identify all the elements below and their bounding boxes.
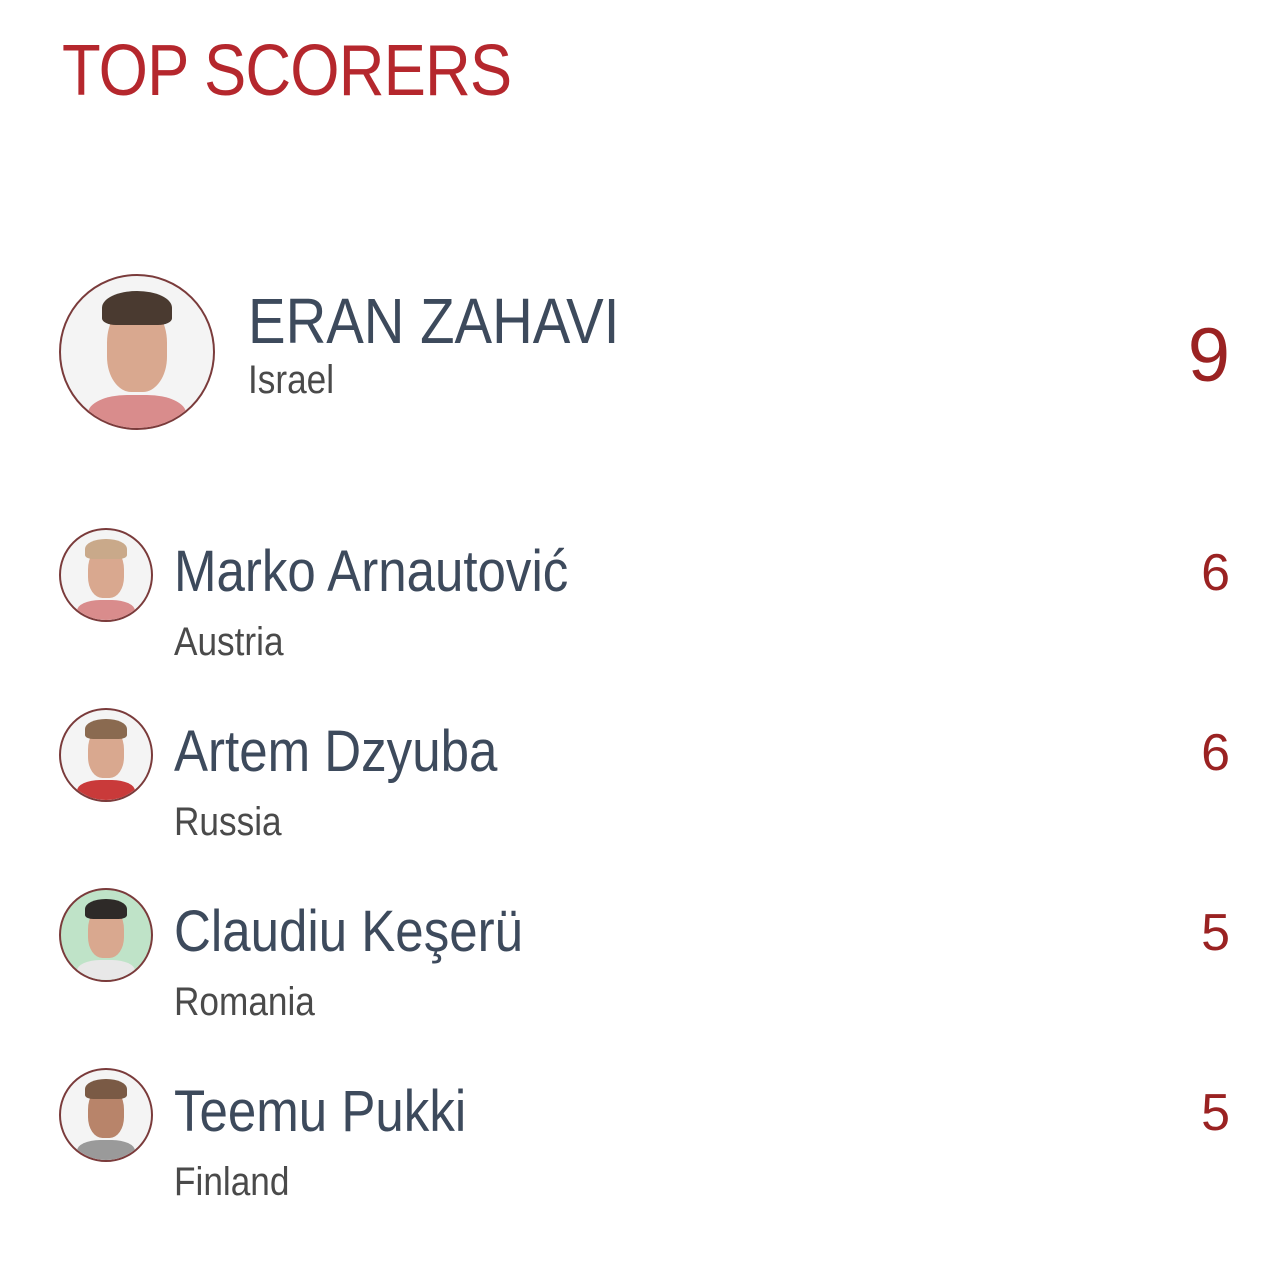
player-name[interactable]: ERAN ZAHAVI xyxy=(248,285,620,357)
avatar xyxy=(59,274,215,430)
player-name[interactable]: Claudiu Keşerü xyxy=(174,899,523,964)
page-title: TOP SCORERS xyxy=(62,31,512,111)
player-name[interactable]: Teemu Pukki xyxy=(174,1079,467,1144)
avatar xyxy=(59,708,153,802)
avatar xyxy=(59,528,153,622)
player-country: Israel xyxy=(248,358,335,402)
player-country: Romania xyxy=(174,980,315,1024)
player-country: Finland xyxy=(174,1160,290,1204)
avatar xyxy=(59,1068,153,1162)
player-name[interactable]: Marko Arnautović xyxy=(174,539,569,604)
goal-count: 5 xyxy=(1201,1084,1230,1142)
player-country: Russia xyxy=(174,800,282,844)
player-country: Austria xyxy=(174,620,284,664)
player-name[interactable]: Artem Dzyuba xyxy=(174,719,498,784)
avatar xyxy=(59,888,153,982)
goal-count: 6 xyxy=(1201,724,1230,782)
goal-count: 6 xyxy=(1201,544,1230,602)
goal-count: 9 xyxy=(1187,313,1230,398)
goal-count: 5 xyxy=(1201,904,1230,962)
